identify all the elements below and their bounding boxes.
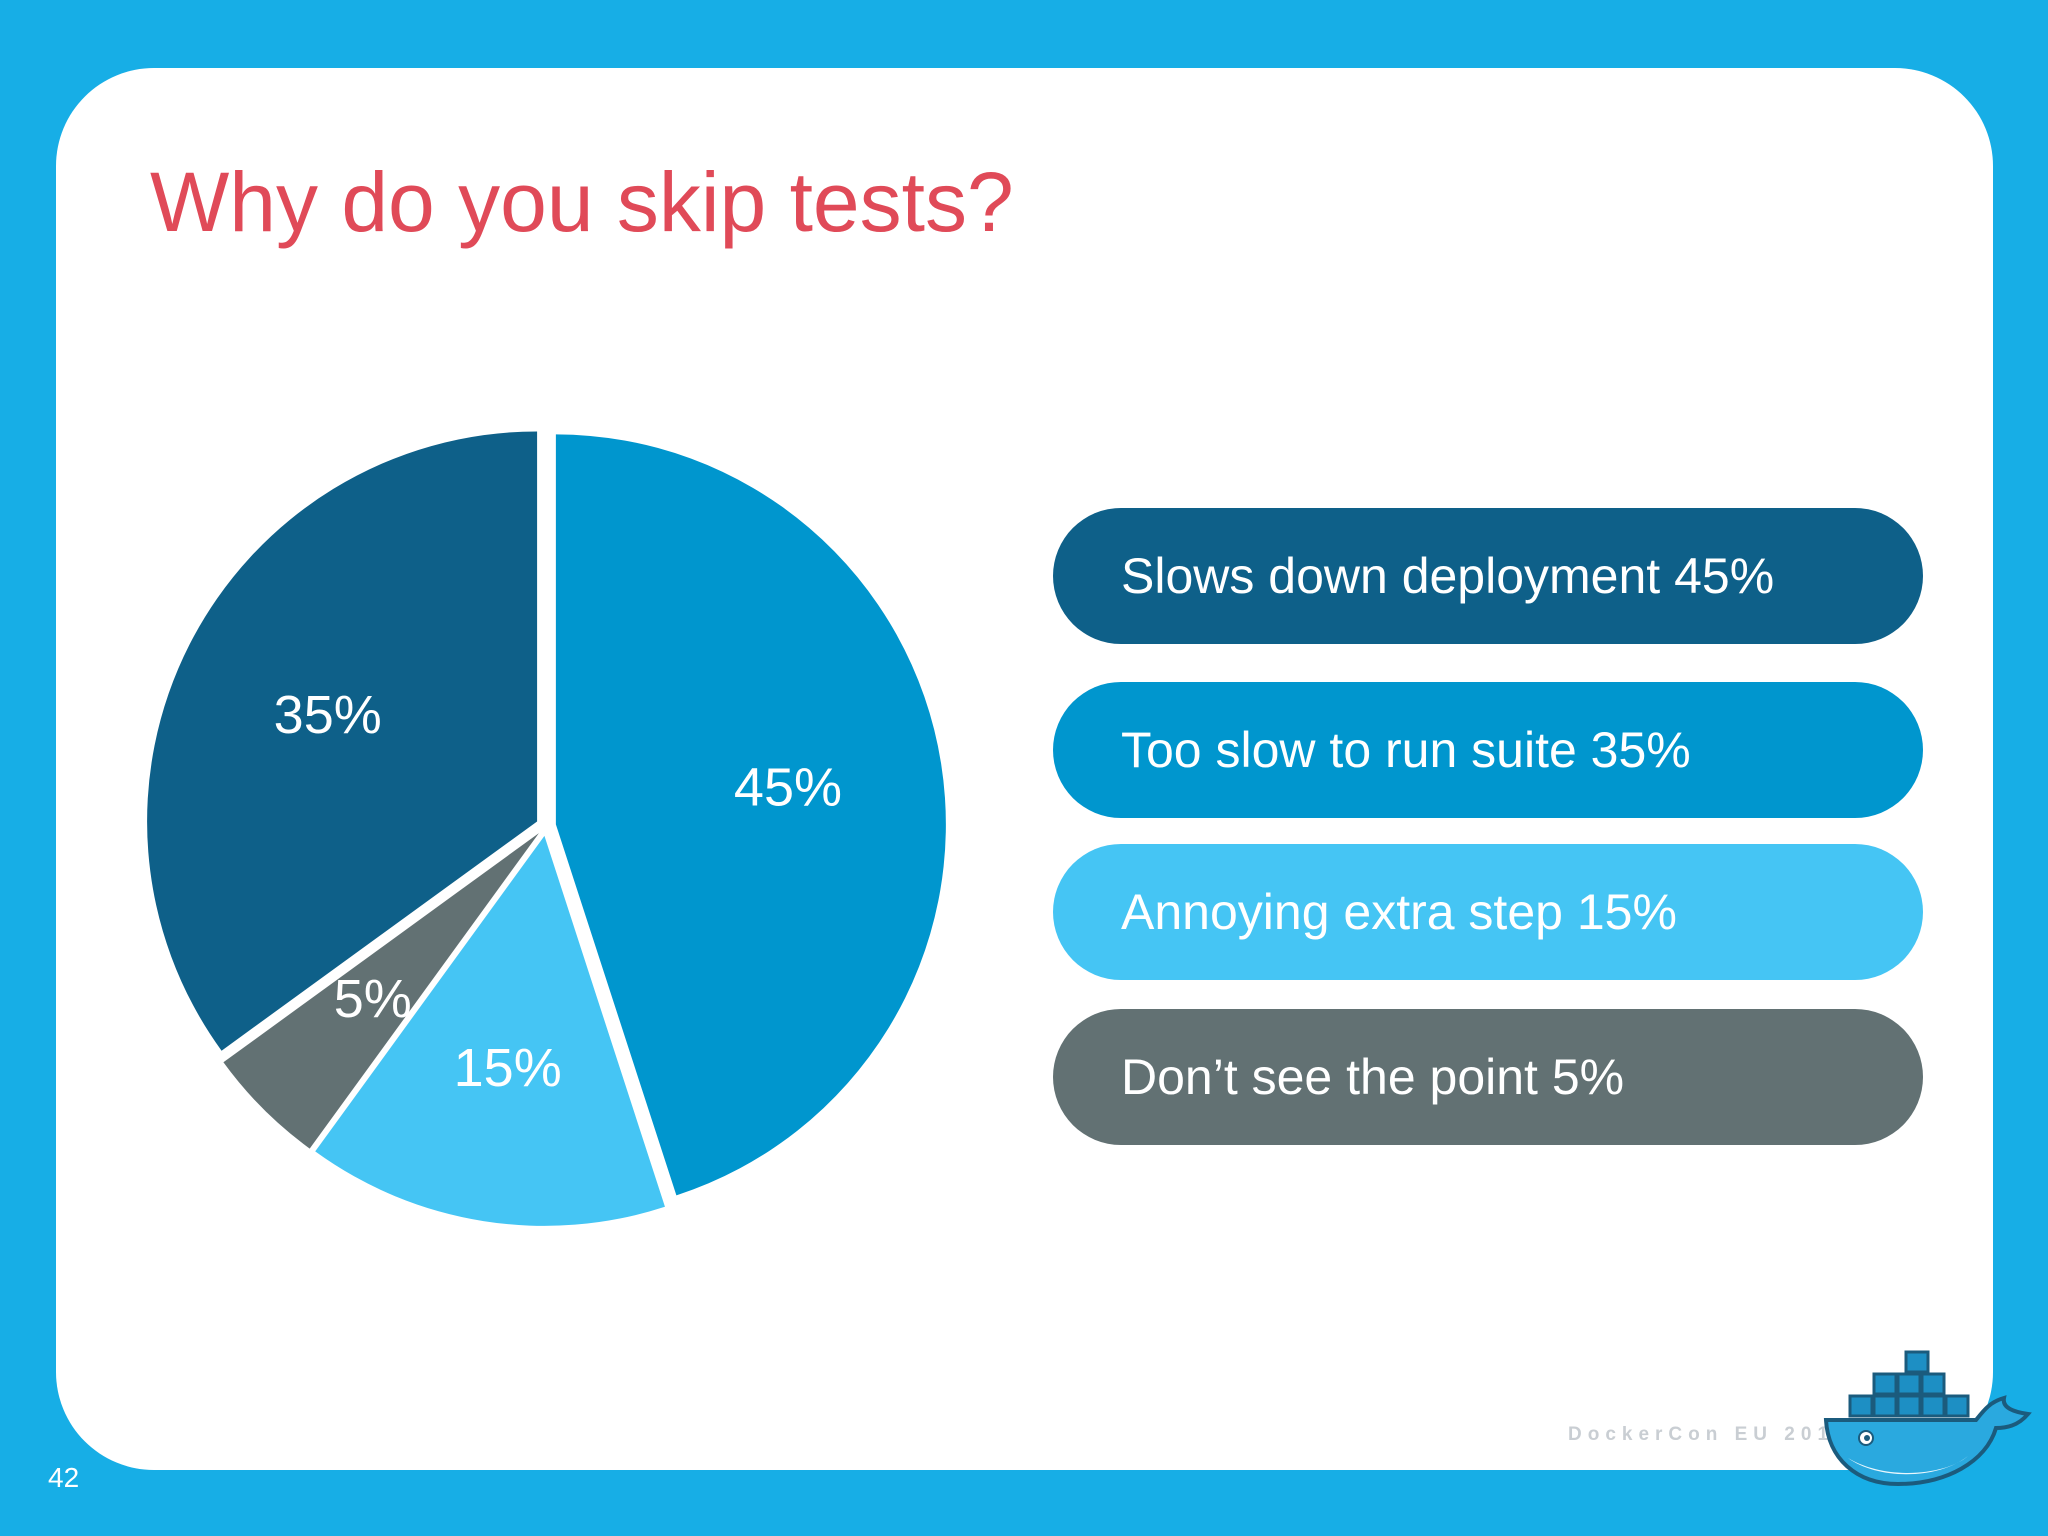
footer-conference: DockerCon EU 2015 [1568,1424,1851,1445]
pie-slice-1 [315,835,665,1226]
page-number: 42 [48,1462,80,1493]
pie-slice-3 [147,431,538,1051]
pie-data-label-3: 35% [274,685,382,745]
pie-slice-2 [223,833,539,1149]
pie-data-label-1: 15% [454,1038,562,1098]
legend-item-3: Don’t see the point 5% [1053,1009,1923,1145]
legend-item-0-label: Slows down deployment 45% [1121,548,1775,604]
docker-whale-icon [1823,1350,2032,1487]
slide-title: Why do you skip tests? [150,155,1014,249]
legend-item-2: Annoying extra step 15% [1053,844,1923,980]
legend-item-1-label: Too slow to run suite 35% [1121,722,1691,778]
pie-data-label-0: 45% [734,758,842,818]
legend-item-0: Slows down deployment 45% [1053,508,1923,644]
pie-data-label-2: 5% [334,969,412,1029]
legend-item-3-label: Don’t see the point 5% [1121,1049,1625,1105]
legend-item-1: Too slow to run suite 35% [1053,682,1923,818]
pie-slice-0 [555,434,946,1196]
legend-item-2-label: Annoying extra step 15% [1121,884,1677,940]
